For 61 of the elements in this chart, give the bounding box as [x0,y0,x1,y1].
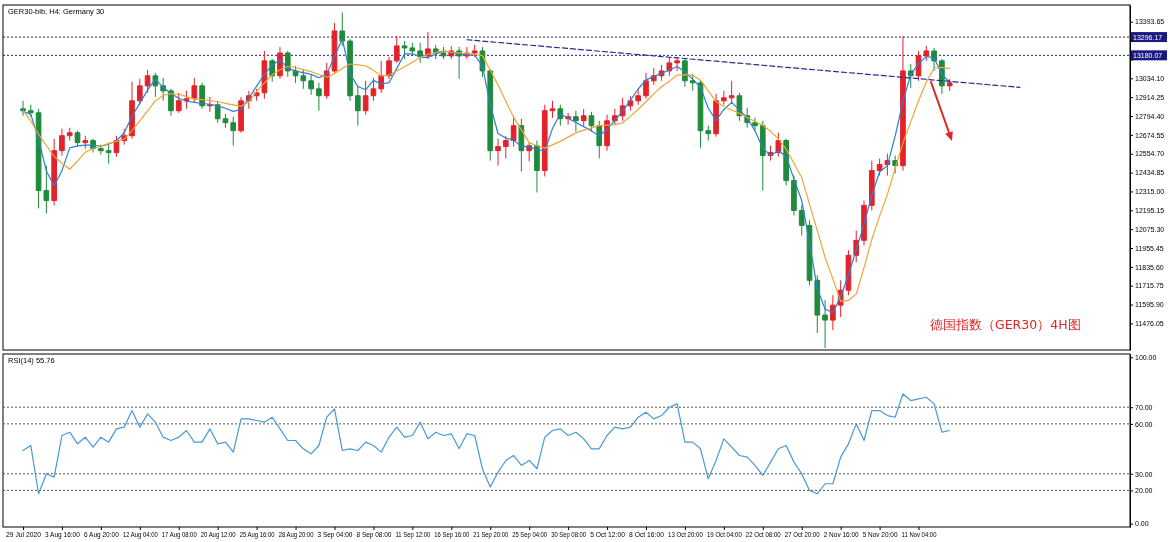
candlestick [752,117,758,132]
candlestick [705,125,712,142]
candlestick [308,74,314,96]
candlestick [238,96,244,134]
candlestick [791,175,797,216]
candlestick [674,56,680,72]
candlestick [635,88,642,106]
candlestick [502,135,509,160]
candlestick [713,93,719,138]
candlestick [59,128,65,157]
candlestick [721,90,727,106]
candlestick [98,144,104,156]
candlestick [900,35,906,171]
candlestick [347,38,353,102]
candlestick [946,78,953,92]
candlestick [183,90,190,110]
candlestick [814,274,821,334]
candlestick [51,138,57,206]
candlestick [144,69,151,94]
candlestick [580,108,587,127]
candlestick [689,73,696,92]
candlestick [487,68,494,162]
candlestick [339,12,346,47]
candlestick [495,138,501,167]
candlestick [534,140,540,194]
line-series [466,39,1021,89]
candlestick [66,127,73,142]
candlestick [510,115,517,148]
candlestick [393,35,400,64]
candlestick [113,135,120,158]
candlestick [643,72,649,100]
candlestick [682,57,688,88]
candlestick [417,42,423,64]
candlestick [316,82,322,112]
candlestick [323,62,330,100]
candlestick [596,120,603,160]
annotation: 德国指数（GER30）4H图 [930,317,1081,332]
candlestick [759,120,766,191]
candlestick [82,135,89,150]
candlestick [822,299,828,349]
candlestick [27,104,34,118]
candlestick [175,92,182,114]
candlestick [573,110,579,133]
candlestick [588,111,595,133]
candlestick [440,46,447,60]
candlestick [230,116,237,147]
candlestick [378,60,385,94]
candlestick [105,142,112,165]
line-series [22,393,951,495]
candlestick [168,88,174,117]
candlestick [191,77,198,104]
candlestick [541,104,548,177]
candlestick [355,85,361,127]
candlestick [798,204,805,236]
candlestick [386,56,392,80]
candlestick [471,44,478,58]
candlestick [830,294,836,331]
candlestick [728,80,735,105]
candlestick [549,100,556,119]
candlestick [207,96,213,113]
candlestick [199,82,205,110]
